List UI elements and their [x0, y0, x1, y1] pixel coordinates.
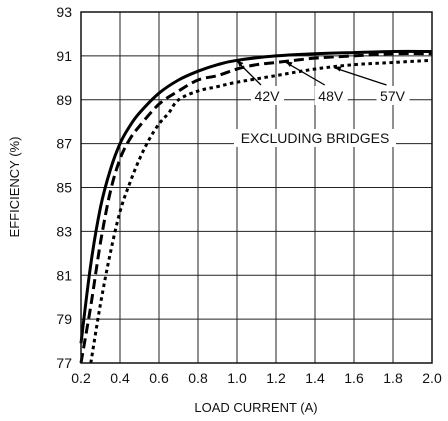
note-background: [234, 129, 396, 147]
series-label-background: [376, 86, 410, 105]
series-label-leader: [285, 61, 326, 86]
y-tick-label: 85: [56, 180, 72, 196]
annotations: 42V 48V 57V EXCLUDING BRIDGES: [234, 60, 410, 147]
series-label-background: [251, 86, 284, 105]
x-tick-label: 0.6: [149, 370, 169, 386]
x-tick-label: 1.0: [227, 370, 247, 386]
series-label-arrowhead: [334, 66, 342, 72]
x-tick-label: 1.6: [344, 370, 364, 386]
series-line-48v: [79, 52, 433, 364]
series-label-57v: 57V: [380, 88, 406, 104]
series-line-42v: [79, 49, 433, 344]
y-tick-label: 93: [56, 4, 72, 20]
x-axis-title: LOAD CURRENT (A): [194, 400, 317, 415]
x-tick-label: 1.2: [266, 370, 286, 386]
y-tick-label: 87: [56, 136, 72, 152]
series-label-background: [314, 86, 348, 105]
tick-labels: 0.2 0.4 0.6 0.8 1.0 1.2 1.4 1.6 1.8 2.0 77 79 81 83 85…: [56, 4, 442, 386]
x-tick-label: 0.2: [71, 370, 91, 386]
x-tick-label: 0.8: [188, 370, 208, 386]
series-label-arrowhead: [237, 60, 244, 67]
series-line-57v: [89, 58, 433, 364]
plot-frame: [80, 11, 433, 364]
series-label-leader: [334, 67, 387, 86]
y-tick-label: 81: [56, 267, 72, 283]
y-tick-label: 91: [56, 48, 72, 64]
series-label-48v: 48V: [318, 88, 344, 104]
y-tick-label: 83: [56, 223, 72, 239]
series-label-42v: 42V: [255, 88, 281, 104]
y-tick-label: 77: [56, 355, 72, 371]
series-label-arrowhead: [285, 61, 293, 68]
series-lines: [79, 49, 433, 364]
excluding-bridges-note: EXCLUDING BRIDGES: [241, 130, 390, 146]
x-tick-label: 0.4: [110, 370, 130, 386]
y-tick-label: 79: [56, 311, 72, 327]
x-tick-label: 1.8: [383, 370, 403, 386]
y-tick-label: 89: [56, 92, 72, 108]
y-axis-title: EFFICIENCY (%): [7, 137, 22, 238]
x-tick-label: 2.0: [422, 370, 442, 386]
x-tick-label: 1.4: [305, 370, 325, 386]
